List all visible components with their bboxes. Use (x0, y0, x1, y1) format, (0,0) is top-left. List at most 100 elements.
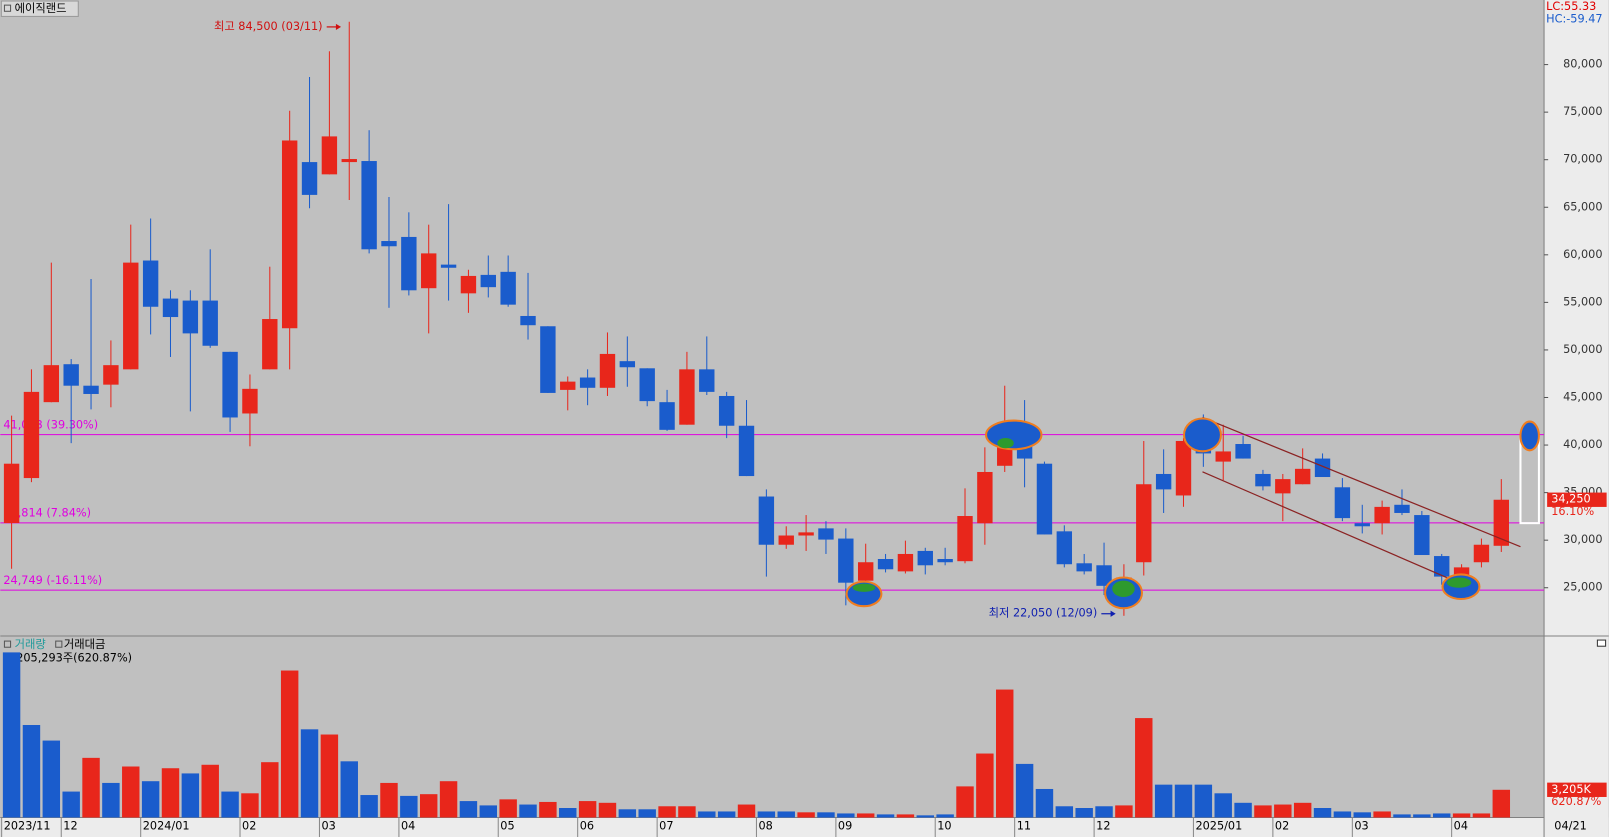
volume-bar (439, 781, 458, 818)
legend-entry: 거래대금 (64, 638, 105, 651)
candle-body (659, 402, 675, 430)
volume-bar (1174, 784, 1193, 818)
volume-bar (976, 753, 994, 818)
volume-bar (1214, 793, 1232, 818)
candle-body (599, 353, 616, 388)
volume-bar (280, 670, 299, 818)
volume-bar (598, 802, 617, 818)
candle-body (838, 538, 854, 583)
candle-body (341, 159, 357, 163)
x-tick-label: 2023/11 (4, 820, 51, 833)
volume-icon (55, 640, 63, 648)
volume-bar (1373, 811, 1391, 818)
volume-label-box (1547, 782, 1607, 797)
x-tick-label: 03 (1354, 820, 1368, 833)
volume-bar (241, 793, 259, 818)
volume-bar (1075, 808, 1093, 818)
volume-bar (380, 782, 398, 818)
volume-bar (698, 811, 716, 818)
x-tick-label: 02 (242, 820, 256, 833)
annotation: 최저 22,050 (12/09) (989, 607, 1098, 620)
candle-body (63, 364, 79, 386)
candle-body (381, 241, 397, 247)
candle-body (123, 262, 139, 370)
candle-body (679, 369, 695, 425)
x-tick-label: 06 (580, 820, 594, 833)
candle-body (897, 553, 914, 572)
volume-bar (777, 811, 795, 818)
y-tick-label: 75,000 (1563, 105, 1602, 118)
candle-body (1056, 531, 1073, 565)
volume-bar (1393, 814, 1411, 818)
panel-button[interactable] (1596, 639, 1607, 647)
candle-body (1354, 523, 1370, 527)
volume-bar (221, 791, 239, 818)
candle-body (262, 319, 278, 370)
indicator: LC:55.33 (1546, 0, 1596, 13)
volume-bar (638, 809, 656, 818)
candle-body (401, 236, 417, 291)
volume-bar (737, 804, 756, 818)
x-tick-label: 12 (63, 820, 77, 833)
candle-body (579, 377, 596, 388)
volume-bar (856, 813, 875, 818)
volume-bar (1234, 802, 1252, 818)
volume-bar (717, 811, 736, 818)
x-tick-label: 07 (659, 820, 673, 833)
annotation-arrowhead (335, 23, 342, 30)
volume-bar (1452, 813, 1471, 818)
volume-bar (181, 773, 200, 818)
price-label: 34,250 (1551, 493, 1590, 506)
volume-bar (519, 804, 537, 818)
highlight-cores (852, 437, 1472, 597)
volume-bar (2, 652, 21, 818)
highlight (1519, 420, 1540, 452)
volume-bar (1194, 784, 1213, 818)
candle-body (877, 559, 894, 570)
volume-bar (1035, 788, 1054, 818)
candle-body (738, 425, 755, 477)
volume-bar (419, 794, 438, 818)
volume-bar (1333, 811, 1352, 818)
y-tick-label: 70,000 (1563, 153, 1602, 166)
y-tick-label: 25,000 (1563, 581, 1602, 594)
price-axis-area (1544, 0, 1609, 837)
candle-body (23, 391, 40, 479)
volume-bar (22, 725, 41, 818)
volume-bar (400, 795, 418, 818)
candle-body (1493, 499, 1509, 546)
volume-bar (1055, 806, 1074, 818)
candle-body (142, 260, 159, 307)
candle-body (857, 562, 874, 581)
candle-body (1314, 458, 1331, 478)
x-tick-label: 04 (401, 820, 415, 833)
highlight (985, 419, 1043, 451)
candle-body (1434, 556, 1450, 577)
candle-body (162, 298, 179, 318)
volume-bar (62, 791, 80, 818)
volume-bar (797, 812, 815, 818)
candle-body (440, 264, 457, 268)
candle-body (321, 136, 338, 175)
volume-icon (3, 640, 12, 648)
candle-body (242, 388, 258, 414)
title-box (0, 0, 79, 17)
volume-bar (1095, 806, 1113, 818)
volume-bar (1135, 718, 1153, 818)
y-tick-label: 80,000 (1563, 58, 1602, 71)
volume-bar (916, 815, 934, 818)
x-tick-label: 09 (838, 820, 852, 833)
volume-bar (300, 729, 319, 818)
candle-body (1076, 563, 1092, 572)
volume-bar (559, 808, 577, 818)
volume-bar (996, 689, 1014, 818)
volume-bar (261, 762, 279, 818)
candle-body (222, 351, 238, 418)
candle-body (1275, 479, 1291, 494)
volume-bar (1313, 808, 1332, 818)
candle-body (1175, 440, 1192, 496)
candle-body (699, 369, 715, 392)
candle-body (1394, 504, 1410, 513)
volume-bar (1472, 813, 1491, 818)
